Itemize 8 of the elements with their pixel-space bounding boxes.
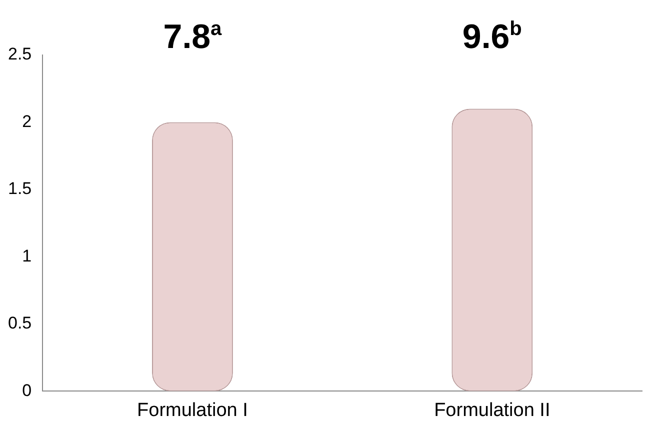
y-tick-label: 0.5 xyxy=(8,314,32,333)
x-tick-label: Formulation II xyxy=(434,400,550,421)
y-tick-label: 2.5 xyxy=(8,44,32,64)
y-tick-label: 1 xyxy=(22,246,32,266)
y-tick-label: 0 xyxy=(22,380,32,400)
y-tick-label: 2 xyxy=(22,112,32,131)
y-tick-label: 1.5 xyxy=(8,179,32,198)
x-tick-label: Formulation I xyxy=(137,400,248,421)
